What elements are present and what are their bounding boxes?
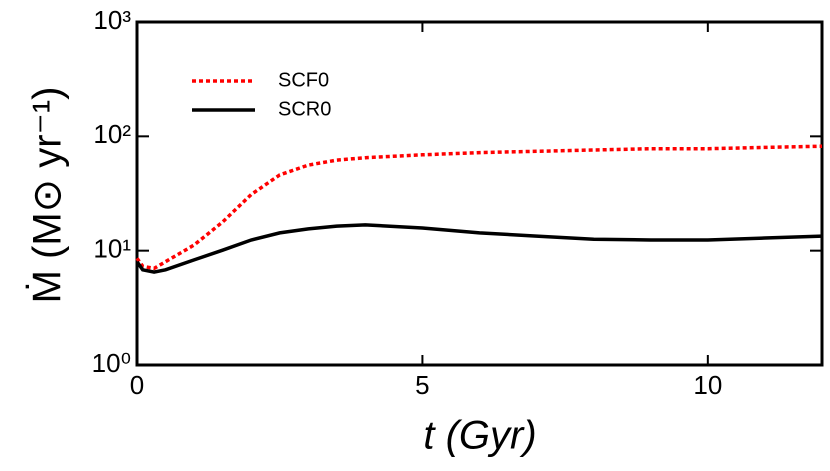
y-tick-label: 10⁰ [92, 348, 131, 378]
plot-frame [135, 20, 824, 367]
data-line [135, 223, 823, 274]
y-tick-label: 10³ [93, 5, 131, 35]
legend-label: SCR0 [278, 98, 331, 120]
x-axis-label: t (Gyr) [423, 414, 536, 458]
x-tick-label: 0 [130, 370, 144, 400]
x-tick-label: 5 [415, 370, 429, 400]
x-tick-label: 10 [693, 370, 722, 400]
legend-label: SCF0 [278, 69, 329, 91]
y-axis-label: Ṁ (M⊙ yr⁻¹) [25, 87, 70, 304]
data-line [135, 144, 823, 271]
y-tick-label: 10¹ [93, 234, 131, 264]
y-tick-label: 10² [93, 119, 131, 149]
